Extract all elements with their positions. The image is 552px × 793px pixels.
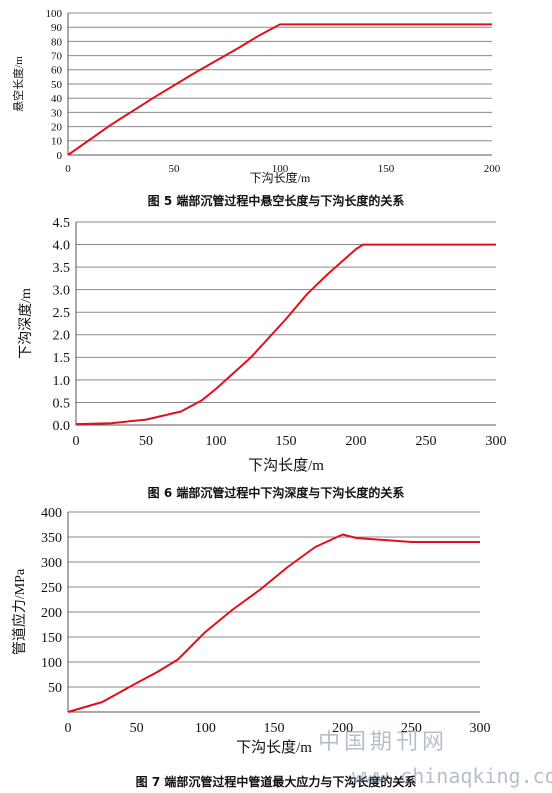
x-tick-label: 250 bbox=[401, 721, 422, 736]
y-tick-label: 2.0 bbox=[53, 329, 71, 344]
y-axis-label: 悬空长度/m bbox=[11, 56, 25, 112]
chart-trench-depth: 0.0 0.5 1.0 1.5 2.0 2.5 3.0 3.5 4.0 4.5 0 50 100 150 2… bbox=[18, 216, 507, 474]
x-tick-label: 50 bbox=[169, 163, 181, 175]
y-tick-label: 300 bbox=[41, 556, 62, 571]
watermark-site-url: www.chinaqking.com bbox=[352, 764, 552, 788]
y-tick-label: 250 bbox=[41, 581, 62, 596]
y-tick-label: 60 bbox=[51, 65, 63, 77]
chart-suspended-length: 0 10 20 30 40 50 60 70 80 90 100 0 50 100 150 200 下沟长度/m… bbox=[11, 8, 501, 185]
y-tick-label: 350 bbox=[41, 531, 62, 546]
y-axis-label: 管道应力/MPa bbox=[11, 568, 28, 655]
x-tick-label: 50 bbox=[130, 721, 144, 736]
chart-pipe-stress: 50 100 150 200 250 300 350 400 0 50 100 150 200 250 30… bbox=[11, 506, 491, 756]
x-tick-label: 200 bbox=[484, 163, 501, 175]
y-tick-label: 50 bbox=[51, 79, 63, 91]
y-tick-label: 400 bbox=[41, 506, 62, 521]
x-tick-label: 100 bbox=[195, 721, 216, 736]
x-tick-label: 0 bbox=[73, 434, 80, 449]
y-tick-label: 40 bbox=[51, 93, 63, 105]
x-tick-label: 150 bbox=[264, 721, 285, 736]
watermark-site-name: 中国期刊网 bbox=[318, 730, 449, 755]
y-tick-label: 0 bbox=[57, 150, 63, 162]
x-tick-label: 100 bbox=[272, 163, 289, 175]
caption-figure-7: 图 7 端部沉管过程中管道最大应力与下沟长度的关系 bbox=[135, 775, 417, 789]
y-tick-label: 20 bbox=[51, 121, 63, 133]
y-tick-label: 80 bbox=[51, 36, 63, 48]
y-tick-label: 1.0 bbox=[53, 374, 71, 389]
x-tick-label: 50 bbox=[139, 434, 153, 449]
y-tick-label: 2.5 bbox=[53, 306, 71, 321]
y-tick-label: 4.5 bbox=[53, 216, 71, 231]
x-tick-label: 300 bbox=[470, 721, 491, 736]
series-line bbox=[67, 23, 492, 156]
x-axis-label: 下沟长度/m bbox=[236, 739, 312, 756]
x-tick-label: 0 bbox=[65, 721, 72, 736]
series-line bbox=[75, 243, 496, 426]
y-tick-label: 0.0 bbox=[53, 419, 71, 434]
y-tick-label: 100 bbox=[46, 8, 63, 20]
y-tick-label: 10 bbox=[51, 136, 63, 148]
x-tick-label: 150 bbox=[276, 434, 297, 449]
y-tick-label: 50 bbox=[48, 681, 62, 696]
caption-figure-6: 图 6 端部沉管过程中下沟深度与下沟长度的关系 bbox=[147, 486, 405, 500]
x-axis-label: 下沟长度/m bbox=[248, 457, 324, 474]
y-axis-label: 下沟深度/m bbox=[18, 288, 34, 359]
y-tick-label: 30 bbox=[51, 107, 63, 119]
y-tick-label: 100 bbox=[41, 656, 62, 671]
y-tick-label: 0.5 bbox=[53, 396, 71, 411]
y-tick-label: 200 bbox=[41, 606, 62, 621]
series-line bbox=[67, 533, 480, 713]
y-tick-label: 1.5 bbox=[53, 351, 71, 366]
y-tick-label: 3.0 bbox=[53, 284, 71, 299]
y-tick-label: 3.5 bbox=[53, 261, 71, 276]
y-tick-label: 4.0 bbox=[53, 238, 71, 253]
y-tick-label: 70 bbox=[51, 50, 63, 62]
x-tick-label: 0 bbox=[65, 163, 71, 175]
y-tick-label: 90 bbox=[51, 22, 63, 34]
caption-figure-5: 图 5 端部沉管过程中悬空长度与下沟长度的关系 bbox=[147, 194, 405, 208]
x-axis-label: 下沟长度/m bbox=[250, 170, 311, 185]
x-tick-label: 200 bbox=[332, 721, 353, 736]
x-tick-label: 300 bbox=[486, 434, 507, 449]
x-tick-label: 250 bbox=[416, 434, 437, 449]
x-tick-label: 200 bbox=[346, 434, 367, 449]
x-tick-label: 100 bbox=[206, 434, 227, 449]
x-tick-label: 150 bbox=[378, 163, 395, 175]
y-tick-label: 150 bbox=[41, 631, 62, 646]
